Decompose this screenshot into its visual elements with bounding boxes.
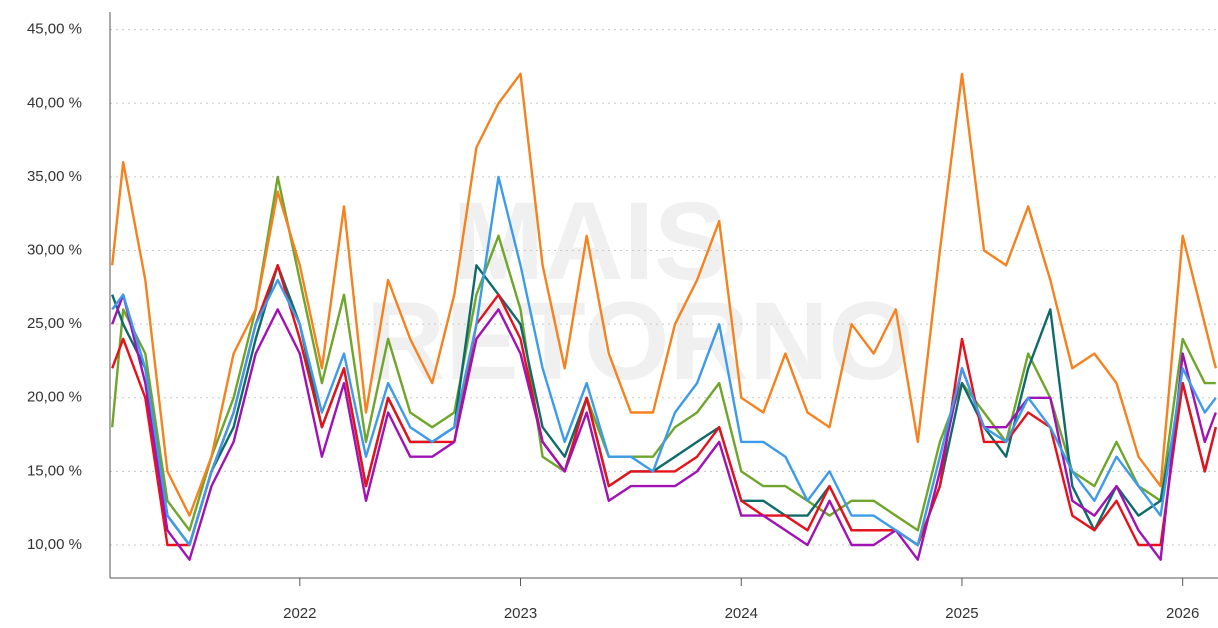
series-line (111, 264, 1217, 547)
watermark: RETORNO (366, 280, 914, 403)
series-line (111, 72, 1217, 517)
y-tick-label: 30,00 % (27, 242, 82, 259)
watermark: MAIS (453, 180, 728, 303)
y-tick-label: 20,00 % (27, 389, 82, 406)
y-tick-label: 15,00 % (27, 462, 82, 479)
series-line (111, 293, 1217, 561)
x-tick-label: 2022 (283, 605, 316, 622)
y-tick-label: 25,00 % (27, 315, 82, 332)
y-tick-label: 10,00 % (27, 536, 82, 553)
series-line (111, 175, 1217, 547)
y-tick-label: 35,00 % (27, 168, 82, 185)
x-tick-label: 2023 (504, 605, 537, 622)
x-tick-label: 2025 (945, 605, 978, 622)
x-tick-label: 2026 (1166, 605, 1199, 622)
y-tick-label: 40,00 % (27, 94, 82, 111)
x-tick-label: 2024 (725, 605, 758, 622)
y-tick-label: 45,00 % (27, 21, 82, 38)
